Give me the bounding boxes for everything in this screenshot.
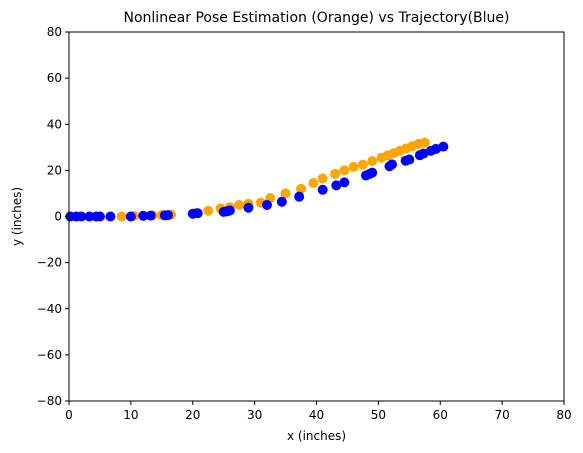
series-0 [116, 137, 430, 222]
x-tick-label: 20 [185, 408, 200, 422]
x-tick-label: 40 [309, 408, 324, 422]
data-point [348, 161, 359, 172]
data-point [105, 211, 116, 222]
x-tick-label: 10 [123, 408, 138, 422]
data-point [243, 202, 254, 213]
data-point [76, 211, 87, 222]
data-point [419, 137, 430, 148]
data-point [331, 180, 342, 191]
x-tick-label: 50 [371, 408, 386, 422]
y-tick-label: −80 [37, 394, 62, 408]
y-tick-label: −20 [37, 256, 62, 270]
data-point [138, 210, 149, 221]
data-points [65, 137, 449, 222]
data-point [386, 159, 397, 170]
x-axis: 0 10 20 30 40 50 60 70 80 [65, 401, 572, 422]
x-tick-label: 70 [494, 408, 509, 422]
data-point [262, 199, 272, 210]
plot-area [65, 31, 565, 402]
data-point [339, 165, 350, 176]
data-point [357, 159, 368, 170]
x-tick-label: 80 [556, 408, 571, 422]
y-tick-label: 80 [47, 25, 62, 39]
x-tick-label: 60 [433, 408, 448, 422]
y-tick-label: 40 [47, 117, 62, 131]
data-point [192, 208, 203, 219]
data-point [438, 141, 449, 152]
data-point [276, 196, 287, 207]
y-axis-label: y (inches) [10, 187, 24, 246]
series-1 [65, 141, 449, 222]
data-point [224, 205, 235, 216]
data-point [280, 188, 291, 199]
chart-title: Nonlinear Pose Estimation (Orange) vs Tr… [124, 10, 510, 26]
data-point [145, 210, 156, 221]
x-tick-label: 30 [247, 408, 262, 422]
y-tick-label: −60 [37, 348, 62, 362]
y-axis: −80 −60 −40 −20 0 20 40 60 80 [37, 25, 69, 408]
y-tick-label: −40 [37, 302, 62, 316]
data-point [404, 154, 415, 165]
y-tick-label: 60 [47, 71, 62, 85]
data-point [294, 191, 305, 202]
data-point [234, 199, 245, 210]
data-point [94, 211, 105, 222]
x-axis-label: x (inches) [287, 429, 346, 443]
data-point [317, 173, 328, 184]
data-point [339, 177, 350, 188]
data-point [296, 183, 307, 194]
data-point [330, 168, 341, 179]
data-point [203, 205, 214, 216]
data-point [163, 210, 173, 221]
data-point [308, 178, 319, 189]
data-point [317, 184, 328, 195]
x-tick-label: 0 [65, 408, 73, 422]
data-point [125, 211, 136, 222]
data-point [116, 211, 127, 222]
y-tick-label: 0 [54, 210, 62, 224]
y-tick-label: 20 [47, 163, 62, 177]
data-point [367, 167, 378, 178]
data-point [367, 156, 378, 167]
